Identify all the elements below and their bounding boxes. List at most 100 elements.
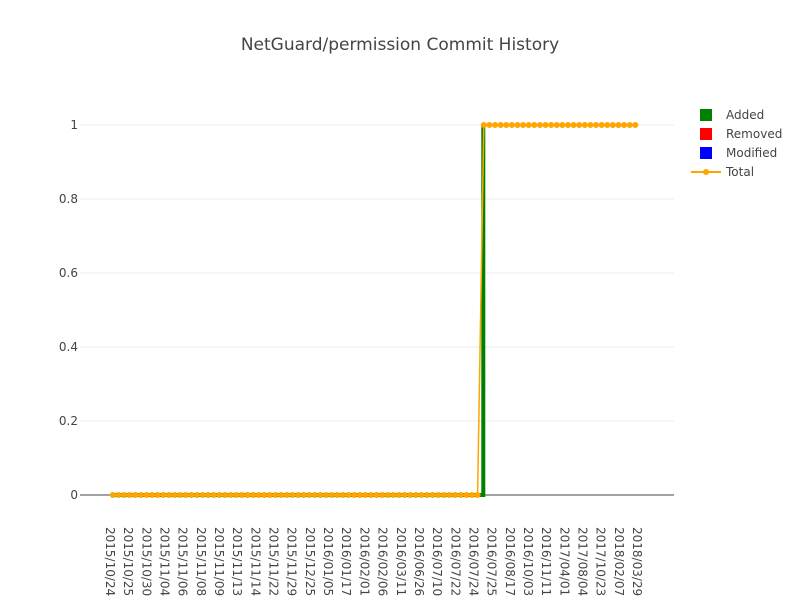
legend-label: Removed [726,127,782,141]
legend[interactable]: Added Removed Modified Total [691,108,782,179]
total-point [334,492,341,498]
x-tick-label: 2016/07/22 [448,527,462,596]
total-point [581,122,588,128]
total-point [182,492,189,498]
total-point [418,492,425,498]
total-point [536,122,543,128]
x-tick-label: 2015/11/09 [212,527,226,596]
total-point [463,492,470,498]
x-tick-label: 2016/10/03 [521,527,535,596]
total-point [149,492,156,498]
total-point [435,492,442,498]
total-point [604,122,611,128]
total-point [328,492,335,498]
x-tick-label: 2017/04/01 [557,527,571,596]
chart-title: NetGuard/permission Commit History [241,35,559,55]
total-series-line [112,124,636,496]
total-point [222,492,229,498]
y-tick-label: 0.2 [59,414,78,428]
total-point [278,492,285,498]
total-point [367,492,374,498]
legend-item-total[interactable]: Total [691,165,754,179]
legend-dot-swatch [703,169,709,175]
total-point [474,492,481,498]
total-point [468,492,475,498]
total-point [429,492,436,498]
total-point [553,122,560,128]
legend-item-added[interactable]: Added [700,108,764,122]
total-point [317,492,324,498]
grid-layer [80,124,674,422]
total-point [390,492,397,498]
x-tick-label: 2016/01/17 [339,527,353,596]
total-point [480,122,487,128]
total-point [238,492,245,498]
x-tick-label: 2016/03/11 [394,527,408,596]
x-tick-label: 2015/11/22 [267,527,281,596]
total-point [188,492,195,498]
legend-label: Modified [726,146,777,160]
total-point [137,492,144,498]
total-point [171,492,178,498]
total-point [283,492,290,498]
total-point [193,492,200,498]
total-point [508,122,515,128]
total-point [255,492,262,498]
total-point [542,122,549,128]
x-tick-label: 2016/07/24 [466,527,480,596]
x-tick-label: 2015/10/25 [121,527,135,596]
total-point [272,492,279,498]
total-point [486,122,493,128]
total-point [626,122,633,128]
total-point [632,122,639,128]
total-point [311,492,318,498]
legend-item-modified[interactable]: Modified [700,146,777,160]
total-point [593,122,600,128]
x-tick-label: 2016/07/25 [485,527,499,596]
total-point [132,492,139,498]
total-point [356,492,363,498]
total-point [339,492,346,498]
total-point [306,492,313,498]
x-tick-label: 2015/10/24 [103,527,117,596]
added-series-line [112,125,486,497]
x-tick-label: 2016/11/11 [539,527,553,596]
total-point [250,492,257,498]
total-point [177,492,184,498]
x-tick-label: 2015/12/25 [303,527,317,596]
total-point [525,122,532,128]
x-tick-label: 2015/11/04 [158,527,172,596]
series-layer [109,122,639,498]
total-point [261,492,268,498]
y-tick-labels: 0 0.2 0.4 0.6 0.8 1 [59,118,78,502]
legend-item-removed[interactable]: Removed [700,127,782,141]
x-tick-label: 2017/08/04 [575,527,589,596]
total-point [300,492,307,498]
total-point [384,492,391,498]
total-point [497,122,504,128]
x-tick-label: 2018/02/07 [612,527,626,596]
total-point [244,492,251,498]
total-point [266,492,273,498]
total-point [199,492,206,498]
total-point [121,492,128,498]
legend-swatch [700,109,712,121]
x-tick-label: 2015/11/06 [176,527,190,596]
total-point [323,492,330,498]
total-point [351,492,358,498]
legend-swatch [700,128,712,140]
y-tick-label: 0.6 [59,266,78,280]
total-point [154,492,161,498]
total-point [216,492,223,498]
total-point [227,492,234,498]
total-point [362,492,369,498]
total-point [115,492,122,498]
total-point [514,122,521,128]
total-point [407,492,414,498]
total-point [440,492,447,498]
total-point [587,122,594,128]
total-point [233,492,240,498]
x-tick-label: 2016/07/10 [430,527,444,596]
